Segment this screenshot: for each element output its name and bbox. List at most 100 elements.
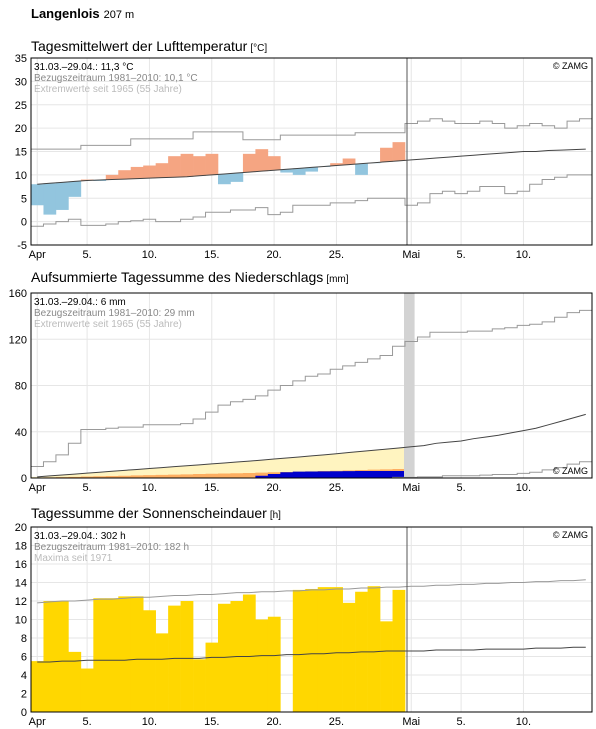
temp-bar-warm: [130, 166, 144, 179]
y-tick-label: -5: [17, 240, 27, 252]
credit-label: © ZAMG: [553, 466, 588, 476]
temp-bar-cold: [218, 173, 231, 185]
y-tick-label: 5: [21, 193, 27, 205]
y-tick-label: 120: [9, 334, 27, 346]
y-tick-label: 14: [15, 578, 27, 590]
x-tick-label: 10.: [516, 249, 531, 261]
y-tick-label: 20: [15, 123, 27, 135]
temp-bar-warm: [168, 156, 181, 178]
temp-bar-cold: [305, 167, 319, 172]
temp-bar-cold: [43, 183, 57, 215]
x-tick-label: Apr: [29, 482, 46, 494]
maxima-line: [37, 579, 586, 604]
y-tick-label: 8: [21, 633, 27, 645]
x-tick-label: 5.: [83, 249, 92, 261]
sunshine-bar: [330, 587, 343, 712]
y-tick-label: 80: [15, 381, 27, 393]
y-tick-label: 40: [15, 427, 27, 439]
sunshine-bar: [305, 588, 319, 712]
plot-frame: [30, 292, 593, 479]
x-tick-label: 25.: [329, 716, 344, 728]
x-tick-label: 15.: [204, 716, 219, 728]
extreme-min-line: [31, 174, 592, 227]
sunshine-bar: [80, 668, 94, 712]
chart-panel-2: 0 2 4 6 8 10 12 14 16 18 20 Apr 5. 10. 15. 20. 25. Mai 5. 1…: [15, 522, 593, 728]
info-line-2: Extremwerte seit 1965 (55 Jahre): [34, 84, 182, 95]
y-tick-label: 10: [15, 170, 27, 182]
sunshine-bar: [193, 659, 206, 712]
x-tick-label: 10.: [516, 482, 531, 494]
station-name: Langenlois: [31, 6, 100, 21]
temp-bar-warm: [342, 158, 356, 165]
sunshine-bar: [31, 661, 44, 712]
sunshine-bar: [267, 616, 281, 712]
y-tick-label: 12: [15, 596, 27, 608]
sunshine-bar: [68, 651, 82, 712]
x-tick-label: 5.: [457, 249, 466, 261]
temp-bar-warm: [255, 149, 269, 172]
chart-panel-0: -5 0 5 10 15 20 25 30 35 Apr 5. 10. 15. 20. 25. Mai 5. 10…: [15, 53, 593, 261]
y-tick-label: 35: [15, 53, 27, 65]
plot-frame: [30, 57, 593, 246]
x-tick-label: 5.: [457, 482, 466, 494]
plot-frame: [30, 526, 593, 713]
extreme-max-line: [31, 309, 592, 467]
temp-bar-cold: [31, 184, 44, 206]
info-line-0: 31.03.–29.04.: 11,3 °C: [34, 62, 133, 73]
station-header: Langenlois 207 m: [31, 6, 134, 21]
sunshine-bar: [180, 601, 194, 712]
sunshine-bar: [143, 610, 156, 712]
precipitation-title-text: Aufsummierte Tagessumme des Niederschlag…: [31, 269, 324, 285]
info-line-1: Bezugszeitraum 1981–2010: 182 h: [34, 542, 189, 553]
x-tick-label: 20.: [266, 716, 281, 728]
x-tick-label: 10.: [142, 249, 157, 261]
sunshine-bar: [155, 633, 169, 712]
x-tick-label: 5.: [83, 716, 92, 728]
x-tick-label: Mai: [402, 716, 420, 728]
precipitation-chart-title: Aufsummierte Tagessumme des Niederschlag…: [31, 269, 349, 285]
x-tick-label: 10.: [516, 716, 531, 728]
sunshine-bar: [118, 596, 132, 712]
sunshine-title-text: Tagessumme der Sonnenscheindauer: [31, 505, 267, 521]
sunshine-title-unit: [h]: [269, 510, 281, 521]
temp-bar-warm: [205, 153, 219, 175]
x-tick-label: 25.: [329, 249, 344, 261]
normal-line: [37, 148, 586, 185]
x-tick-label: Mai: [402, 249, 420, 261]
cutoff-bar: [404, 293, 415, 478]
info-line-0: 31.03.–29.04.: 6 mm: [34, 297, 126, 308]
temp-bar-warm: [143, 165, 156, 179]
credit-label: © ZAMG: [553, 61, 588, 71]
temp-bar-warm: [180, 153, 194, 177]
y-tick-label: 0: [21, 473, 27, 485]
temperature-title-text: Tagesmittelwert der Lufttemperatur: [31, 38, 248, 54]
info-line-2: Extremwerte seit 1965 (55 Jahre): [34, 319, 182, 330]
sunshine-chart-title: Tagessumme der Sonnenscheindauer [h]: [31, 505, 281, 521]
credit-label: © ZAMG: [553, 530, 588, 540]
temp-bar-warm: [105, 174, 119, 180]
y-tick-label: 16: [15, 559, 27, 571]
temp-bar-cold: [55, 182, 69, 210]
station-elevation: 207 m: [103, 9, 135, 21]
temp-bar-warm: [330, 163, 343, 166]
y-tick-label: 2: [21, 689, 27, 701]
temp-bar-cold: [355, 163, 368, 175]
x-tick-label: Apr: [29, 716, 46, 728]
temp-bar-warm: [392, 142, 406, 161]
sunshine-bar: [55, 601, 69, 712]
temp-bar-cold: [292, 168, 306, 175]
temp-bar-warm: [193, 156, 206, 176]
y-tick-label: 10: [15, 615, 27, 627]
temperature-title-unit: [°C]: [250, 43, 268, 54]
x-tick-label: 25.: [329, 482, 344, 494]
x-tick-label: Apr: [29, 249, 46, 261]
temp-bar-warm: [380, 147, 393, 162]
y-tick-label: 0: [21, 217, 27, 229]
temp-bar-cold: [280, 169, 294, 173]
sunshine-bar: [93, 598, 107, 712]
y-tick-label: 160: [9, 288, 27, 300]
sunshine-bar: [105, 598, 119, 712]
y-tick-label: 25: [15, 100, 27, 112]
temp-bar-warm: [242, 153, 256, 173]
